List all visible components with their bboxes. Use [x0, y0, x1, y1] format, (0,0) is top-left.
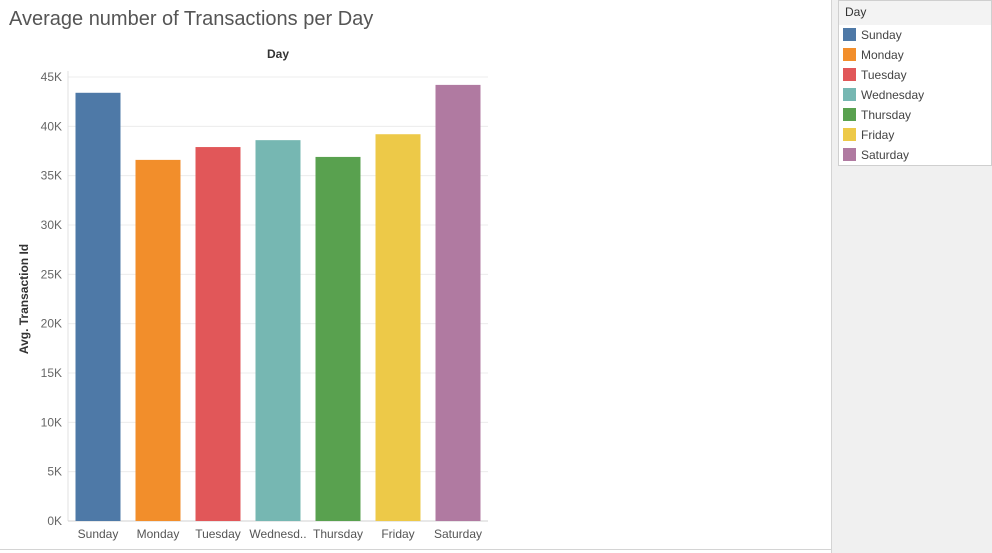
legend-swatch: [843, 148, 856, 161]
x-tick-label: Tuesday: [195, 527, 241, 541]
legend-item-label: Tuesday: [861, 68, 907, 82]
y-tick-label: 0K: [47, 514, 62, 528]
y-tick-label: 20K: [41, 317, 62, 331]
bar-sunday[interactable]: [75, 92, 121, 521]
y-tick-label: 40K: [41, 119, 62, 133]
x-tick-label: Thursday: [313, 527, 363, 541]
bar-monday[interactable]: [135, 159, 181, 521]
legend-item-label: Saturday: [861, 148, 910, 162]
legend-item-tuesday[interactable]: Tuesday: [839, 65, 991, 85]
legend-item-label: Friday: [861, 128, 895, 142]
bar-saturday[interactable]: [435, 84, 481, 521]
legend-swatch: [843, 68, 856, 81]
legend-swatch: [843, 28, 856, 41]
y-tick-label: 25K: [41, 267, 62, 281]
chart-title: Average number of Transactions per Day: [9, 8, 374, 30]
legend-item-saturday[interactable]: Saturday: [839, 145, 991, 165]
x-tick-label: Saturday: [434, 527, 482, 541]
legend-item-label: Sunday: [861, 28, 902, 42]
bar-chart: 0K 5K 10K 15K 20K 25K 30K 35K 40K 45K Day Avg. Tran…: [17, 47, 488, 541]
worksheet-canvas: Average number of Transactions per Day 0…: [0, 8, 831, 550]
legend-item-label: Thursday: [861, 108, 912, 122]
legend-item-sunday[interactable]: Sunday: [839, 25, 991, 45]
column-header: Day: [267, 47, 289, 61]
y-axis-label: Avg. Transaction Id: [17, 244, 31, 354]
y-tick-label: 5K: [47, 465, 62, 479]
legend-swatch: [843, 88, 856, 101]
legend-swatch: [843, 128, 856, 141]
x-tick-label: Wednesd..: [249, 527, 306, 541]
legend-item-label: Wednesday: [861, 88, 925, 102]
legend-item-monday[interactable]: Monday: [839, 45, 991, 65]
y-tick-label: 35K: [41, 169, 62, 183]
x-tick-label: Sunday: [78, 527, 119, 541]
legend-title: Day: [839, 1, 991, 25]
legend-item-thursday[interactable]: Thursday: [839, 105, 991, 125]
x-tick-label: Friday: [381, 527, 414, 541]
legend-swatch: [843, 48, 856, 61]
legend-item-wednesday[interactable]: Wednesday: [839, 85, 991, 105]
divider: [0, 549, 831, 550]
bar-thursday[interactable]: [315, 156, 361, 522]
bar-wednesday[interactable]: [255, 140, 301, 521]
legend-swatch: [843, 108, 856, 121]
y-tick-label: 15K: [41, 366, 62, 380]
color-legend[interactable]: Day Sunday Monday Tuesday Wednesday Thursday…: [838, 0, 992, 166]
bar-friday[interactable]: [375, 134, 421, 521]
y-tick-label: 45K: [41, 70, 62, 84]
x-tick-label: Monday: [137, 527, 180, 541]
y-tick-label: 30K: [41, 218, 62, 232]
bar-tuesday[interactable]: [195, 147, 241, 521]
legend-item-label: Monday: [861, 48, 904, 62]
y-tick-label: 10K: [41, 415, 62, 429]
legend-item-friday[interactable]: Friday: [839, 125, 991, 145]
